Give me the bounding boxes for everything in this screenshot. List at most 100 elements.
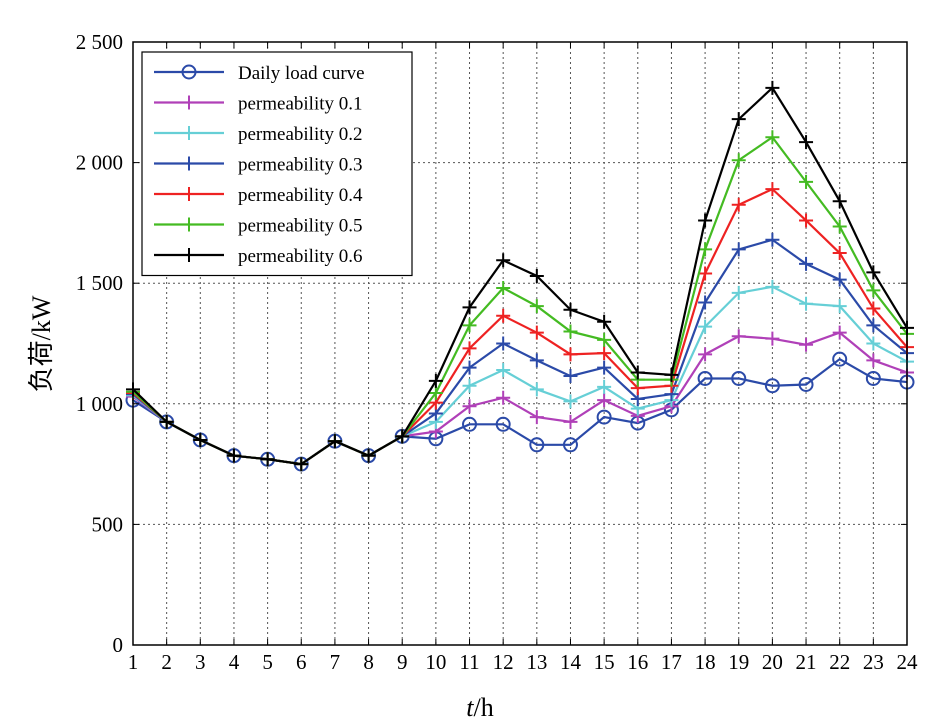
legend-marker [182,187,196,201]
data-point [529,382,544,397]
data-point [597,379,612,394]
data-point [260,452,275,467]
x-tick-label: 21 [796,650,817,674]
data-point [529,299,544,314]
series-1 [126,325,914,472]
x-tick-label: 16 [627,650,648,674]
data-point [496,363,511,378]
data-point [462,399,477,414]
data-point [562,437,578,453]
x-tick-label: 12 [493,650,514,674]
data-point [462,300,477,315]
x-tick-label: 20 [762,650,783,674]
data-point [698,213,713,228]
data-point [698,347,713,362]
x-tick-label: 8 [363,650,374,674]
data-point [832,246,847,261]
x-tick-label: 19 [728,650,749,674]
data-point [294,457,309,472]
data-point [226,448,241,463]
legend-label: permeability 0.5 [238,216,363,237]
x-tick-label: 11 [459,650,479,674]
x-axis-label-variable: t [466,693,474,722]
series-line [132,357,908,466]
data-point [495,416,511,432]
data-point [563,302,578,317]
data-point [563,394,578,409]
data-point [765,279,780,294]
data-point [563,414,578,429]
series-2 [126,279,914,472]
data-point [799,174,814,189]
data-point [496,308,511,323]
data-point [697,370,713,386]
data-point [664,367,679,382]
x-tick-label: 6 [296,650,307,674]
data-point [731,153,746,168]
data-point [832,299,847,314]
data-point [395,429,410,444]
data-point [799,135,814,150]
data-point [596,409,612,425]
data-point [832,351,848,367]
data-point [529,410,544,425]
x-tick-label: 22 [829,650,850,674]
data-point [563,324,578,339]
y-tick-label: 500 [92,512,124,536]
data-point [799,256,814,271]
data-point [866,336,881,351]
legend-label: permeability 0.4 [238,185,363,206]
data-point [597,332,612,347]
x-tick-label: 3 [195,650,206,674]
data-point [731,242,746,257]
series-layer [125,80,915,472]
data-point [597,346,612,361]
x-tick-label: 15 [594,650,615,674]
data-point [597,314,612,329]
data-point [731,329,746,344]
data-point [799,296,814,311]
data-point [563,347,578,362]
data-point [698,266,713,281]
legend-marker [182,217,196,232]
data-point [462,341,477,356]
y-tick-label: 2 000 [76,151,123,175]
data-point [731,197,746,212]
legend-label: permeability 0.6 [238,246,363,267]
data-point [327,434,342,449]
data-point [496,390,511,405]
data-point [832,194,847,209]
y-tick-label: 2 500 [76,30,123,54]
data-point [799,337,814,352]
x-tick-label: 10 [425,650,446,674]
legend-label: permeability 0.2 [238,124,363,145]
legend-marker [181,64,197,80]
data-point [866,318,881,333]
data-point [428,385,443,400]
series-line [132,285,908,466]
data-point [563,369,578,384]
x-tick-label: 24 [897,650,919,674]
data-point [765,182,780,197]
x-tick-label: 13 [526,650,547,674]
data-point [866,301,881,316]
legend-label: permeability 0.3 [238,155,363,176]
data-point [765,232,780,247]
data-point [193,432,208,447]
data-point [597,360,612,375]
legend-marker [182,95,196,110]
series-6 [126,80,914,472]
data-point [731,112,746,127]
x-tick-label: 14 [560,650,582,674]
plot-frame [132,41,908,646]
data-point [765,80,780,95]
data-point [866,265,881,280]
x-tick-label: 17 [661,650,682,674]
legend-marker [182,156,196,171]
data-point [798,377,814,393]
data-point [496,336,511,351]
data-point [496,281,511,296]
legend-label: permeability 0.1 [238,94,363,115]
data-point [428,373,443,388]
x-tick-labels: 1 2 3 4 5 6 7 8 9 10 11 12 13 14 15 16 17 18 19 20 21 22 23 24 [128,42,918,674]
